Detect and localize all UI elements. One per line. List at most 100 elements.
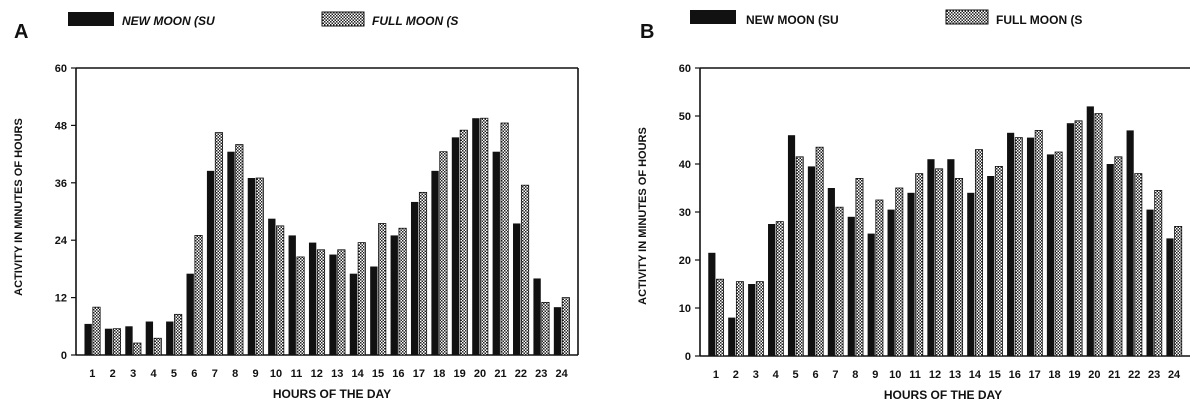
x-tick-label: 4 xyxy=(773,369,780,381)
x-tick-label: 12 xyxy=(929,369,941,381)
bar-new-moon xyxy=(206,170,215,355)
bar-full-moon xyxy=(378,223,387,356)
x-tick-label: 23 xyxy=(1148,369,1160,381)
bar-full-moon xyxy=(1054,151,1063,357)
bar-full-moon xyxy=(214,132,224,356)
legend-swatch-full-moon xyxy=(945,9,989,25)
x-tick-label: 5 xyxy=(171,368,177,380)
bar-full-moon xyxy=(835,206,844,357)
bar-full-moon xyxy=(1094,113,1103,357)
x-tick-label: 6 xyxy=(191,368,197,380)
bar-full-moon xyxy=(895,187,904,357)
x-tick-label: 22 xyxy=(1128,369,1140,381)
bar-new-moon xyxy=(472,118,480,355)
y-tick-label: 50 xyxy=(679,111,691,123)
bar-full-moon xyxy=(875,199,884,357)
bar-full-moon xyxy=(520,184,530,356)
bar-full-moon xyxy=(1114,156,1123,357)
bar-full-moon xyxy=(541,301,550,356)
bar-full-moon xyxy=(357,242,366,356)
y-axis-label: ACTIVITY IN MINUTES OF HOURS xyxy=(13,118,25,296)
bar-full-moon xyxy=(994,165,1003,357)
bar-full-moon xyxy=(316,249,326,356)
y-tick-label: 60 xyxy=(55,63,67,75)
bar-new-moon xyxy=(708,252,716,356)
bar-full-moon xyxy=(915,173,924,357)
bar-full-moon xyxy=(815,146,824,357)
bar-full-moon xyxy=(194,235,203,356)
bar-new-moon xyxy=(1146,209,1154,356)
x-tick-label: 16 xyxy=(1009,369,1021,381)
x-tick-label: 2 xyxy=(733,369,739,381)
x-tick-label: 11 xyxy=(291,368,303,380)
x-tick-label: 1 xyxy=(713,369,719,381)
bar-new-moon xyxy=(907,192,915,356)
bar-full-moon xyxy=(174,313,183,356)
bar-full-moon xyxy=(755,281,764,357)
x-tick-label: 4 xyxy=(150,368,157,380)
bar-new-moon xyxy=(807,166,816,356)
bar-new-moon xyxy=(987,176,995,356)
x-tick-label: 16 xyxy=(392,368,404,380)
y-tick-label: 36 xyxy=(55,178,67,190)
x-tick-label: 9 xyxy=(253,368,259,380)
x-tick-label: 3 xyxy=(753,369,759,381)
bar-new-moon xyxy=(492,151,500,355)
x-tick-label: 1 xyxy=(89,368,95,380)
bar-full-moon xyxy=(276,225,285,356)
bar-full-moon xyxy=(1134,173,1143,357)
bar-full-moon xyxy=(1074,120,1083,357)
bar-full-moon xyxy=(235,144,244,356)
bar-full-moon xyxy=(480,117,489,356)
bar-full-moon xyxy=(459,129,468,356)
bar-new-moon xyxy=(390,235,398,355)
bar-new-moon xyxy=(867,233,875,356)
bar-full-moon xyxy=(439,151,448,356)
bar-new-moon xyxy=(410,201,419,355)
x-tick-label: 14 xyxy=(351,368,364,380)
x-tick-label: 15 xyxy=(372,368,384,380)
legend-label-full-moon: FULL MOON (S xyxy=(996,13,1082,27)
bar-new-moon xyxy=(370,266,378,355)
bar-full-moon xyxy=(716,278,725,357)
panel-b: B NEW MOON (SU FULL MOON (S ACTIVITY IN … xyxy=(637,9,1190,402)
bar-new-moon xyxy=(288,235,296,355)
x-tick-label: 17 xyxy=(413,368,425,380)
x-axis-label: HOURS OF THE DAY xyxy=(884,388,1002,402)
bar-new-moon xyxy=(553,307,562,355)
y-tick-label: 20 xyxy=(679,255,691,267)
x-tick-label: 24 xyxy=(556,368,569,380)
x-tick-label: 6 xyxy=(812,369,818,381)
x-tick-label: 8 xyxy=(232,368,238,380)
bar-new-moon xyxy=(329,254,337,355)
bar-new-moon xyxy=(728,317,736,356)
legend-label-new-moon: NEW MOON (SU xyxy=(122,14,215,28)
bar-full-moon xyxy=(1034,129,1043,357)
legend-label-new-moon: NEW MOON (SU xyxy=(746,13,839,27)
bar-full-moon xyxy=(153,337,162,356)
bar-new-moon xyxy=(431,170,439,355)
x-axis-label: HOURS OF THE DAY xyxy=(273,387,391,401)
legend-swatch-new-moon xyxy=(68,12,114,26)
bar-new-moon xyxy=(247,178,256,355)
y-tick-label: 24 xyxy=(55,235,68,247)
x-tick-label: 5 xyxy=(793,369,799,381)
bar-new-moon xyxy=(847,216,855,356)
bar-full-moon xyxy=(974,149,983,357)
bar-new-moon xyxy=(145,321,154,355)
x-tick-label: 10 xyxy=(889,369,901,381)
bar-new-moon xyxy=(104,328,113,355)
x-tick-label: 12 xyxy=(311,368,323,380)
x-tick-label: 19 xyxy=(1068,369,1080,381)
bar-new-moon xyxy=(186,273,194,355)
bar-full-moon xyxy=(955,177,964,357)
y-tick-label: 48 xyxy=(55,120,67,132)
bar-new-moon xyxy=(1026,137,1035,356)
bar-full-moon xyxy=(935,168,944,357)
bar-new-moon xyxy=(1066,123,1074,356)
bar-full-moon xyxy=(1174,225,1183,357)
bar-new-moon xyxy=(887,209,895,356)
legend-swatch-new-moon xyxy=(690,10,736,24)
bar-new-moon xyxy=(513,223,521,355)
